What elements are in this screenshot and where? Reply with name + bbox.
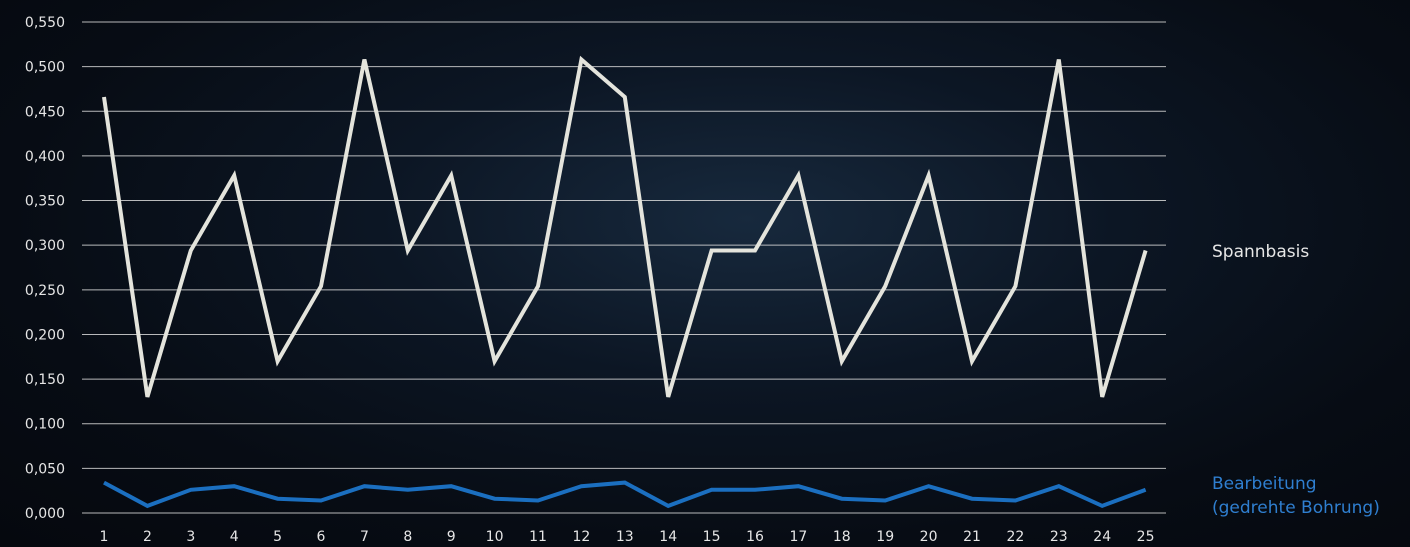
- x-tick-label: 2: [143, 529, 152, 545]
- x-tick-label: 9: [447, 529, 456, 545]
- x-tick-label: 12: [572, 529, 590, 545]
- x-tick-label: 22: [1006, 529, 1024, 545]
- y-tick-label: 0,500: [25, 60, 65, 76]
- x-tick-label: 19: [876, 529, 894, 545]
- y-tick-label: 0,350: [25, 194, 65, 210]
- series-line-spannbasis: [102, 55, 1148, 398]
- x-tick-label: 6: [317, 529, 326, 545]
- x-tick-label: 20: [920, 529, 938, 545]
- legend-bearbeitung-line2: (gedrehte Bohrung): [1212, 498, 1380, 518]
- x-tick-label: 23: [1050, 529, 1068, 545]
- x-tick-label: 25: [1137, 529, 1155, 545]
- series-line-bearbeitung: [103, 480, 1147, 509]
- x-tick-label: 16: [746, 529, 764, 545]
- x-tick-label: 24: [1093, 529, 1111, 545]
- y-tick-label: 0,550: [25, 15, 65, 31]
- y-tick-label: 0,200: [25, 327, 65, 343]
- x-tick-label: 7: [360, 529, 369, 545]
- y-tick-label: 0,000: [25, 506, 65, 522]
- x-tick-label: 1: [100, 529, 109, 545]
- y-tick-label: 0,050: [25, 461, 65, 477]
- legend-bearbeitung: Bearbeitung (gedrehte Bohrung): [1212, 472, 1380, 520]
- series-lines: [102, 55, 1148, 509]
- x-tick-label: 3: [186, 529, 195, 545]
- y-tick-label: 0,150: [25, 372, 65, 388]
- legend-bearbeitung-line1: Bearbeitung: [1212, 474, 1317, 494]
- y-tick-label: 0,400: [25, 149, 65, 165]
- x-tick-label: 11: [529, 529, 547, 545]
- y-tick-label: 0,250: [25, 283, 65, 299]
- x-tick-label: 10: [486, 529, 504, 545]
- legend-spannbasis-text: Spannbasis: [1212, 242, 1310, 262]
- y-tick-label: 0,450: [25, 104, 65, 120]
- x-axis-ticks: 1 2 3 4 5 6 7 8 9 10 11 12 13 14 15 16 17 18 19 20 21 22 23 24 2…: [100, 529, 1155, 545]
- x-tick-label: 13: [616, 529, 634, 545]
- y-tick-label: 0,100: [25, 417, 65, 433]
- x-tick-label: 15: [703, 529, 721, 545]
- x-tick-label: 17: [789, 529, 807, 545]
- x-tick-label: 5: [273, 529, 282, 545]
- y-axis-ticks: 0,000 0,050 0,100 0,150 0,200 0,250 0,300 0,350…: [25, 15, 65, 522]
- y-tick-label: 0,300: [25, 238, 65, 254]
- legend-spannbasis: Spannbasis: [1212, 240, 1309, 264]
- x-tick-label: 14: [659, 529, 677, 545]
- x-tick-label: 4: [230, 529, 239, 545]
- x-tick-label: 8: [403, 529, 412, 545]
- x-tick-label: 21: [963, 529, 981, 545]
- x-tick-label: 18: [833, 529, 851, 545]
